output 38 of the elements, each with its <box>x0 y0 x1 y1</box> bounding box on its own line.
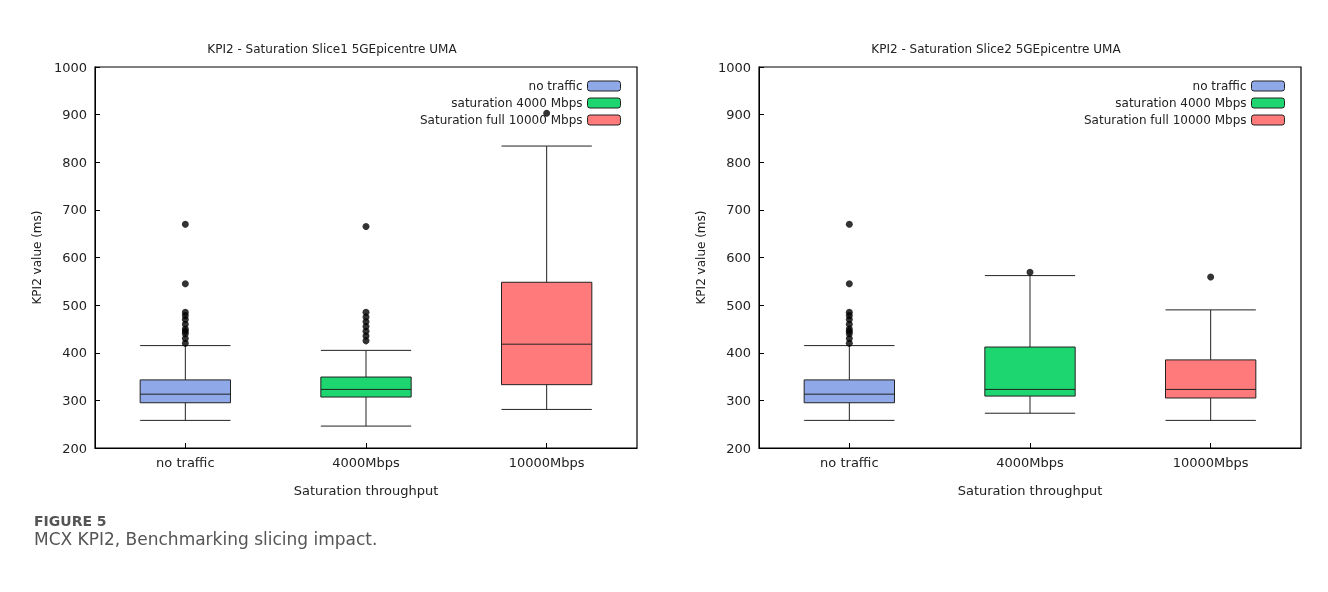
chart-title: KPI2 - Saturation Slice1 5GEpicentre UMA <box>207 42 458 56</box>
x-tick-label: 10000Mbps <box>1172 455 1249 470</box>
y-tick-label: 800 <box>62 154 87 170</box>
y-axis-title: KPI2 value (ms) <box>694 210 708 305</box>
legend-label: Saturation full 10000 Mbps <box>1083 113 1247 127</box>
y-tick-label: 700 <box>62 202 87 218</box>
y-tick-label: 500 <box>62 297 87 313</box>
legend-label: no traffic <box>1192 79 1247 93</box>
y-axis-title: KPI2 value (ms) <box>30 210 44 305</box>
y-tick-label: 600 <box>726 250 751 265</box>
y-tick-label: 200 <box>726 440 751 456</box>
x-tick-label: 4000Mbps <box>332 455 401 470</box>
legend-label: saturation 4000 Mbps <box>451 96 583 110</box>
y-tick-label: 300 <box>726 392 751 408</box>
y-tick-label: 300 <box>62 392 87 408</box>
y-tick-label: 900 <box>726 107 751 123</box>
x-tick-label: 10000Mbps <box>508 455 585 470</box>
y-tick-label: 200 <box>62 440 87 456</box>
x-tick-label: no traffic <box>820 455 879 470</box>
caption: FIGURE 5 <box>34 513 108 529</box>
legend-label: Saturation full 10000 Mbps <box>419 113 583 127</box>
x-axis-title: Saturation throughput <box>293 483 439 498</box>
y-tick-label: 600 <box>62 250 87 265</box>
y-tick-label: 900 <box>62 107 87 123</box>
y-tick-label: 1000 <box>717 59 751 75</box>
legend-label: saturation 4000 Mbps <box>1115 96 1247 110</box>
y-tick-label: 400 <box>62 345 87 361</box>
chart-title: KPI2 - Saturation Slice2 5GEpicentre UMA <box>871 42 1122 56</box>
x-tick-label: no traffic <box>156 455 215 470</box>
y-tick-label: 1000 <box>53 59 87 75</box>
y-tick-label: 700 <box>726 202 751 218</box>
y-tick-label: 400 <box>726 345 751 361</box>
y-tick-label: 800 <box>726 154 751 170</box>
x-axis-title: Saturation throughput <box>957 483 1103 498</box>
x-tick-label: 4000Mbps <box>996 455 1065 470</box>
legend-label: no traffic <box>528 79 583 93</box>
y-tick-label: 500 <box>726 297 751 313</box>
text: MCX KPI2, Benchmarking slicing impact. <box>34 529 379 549</box>
